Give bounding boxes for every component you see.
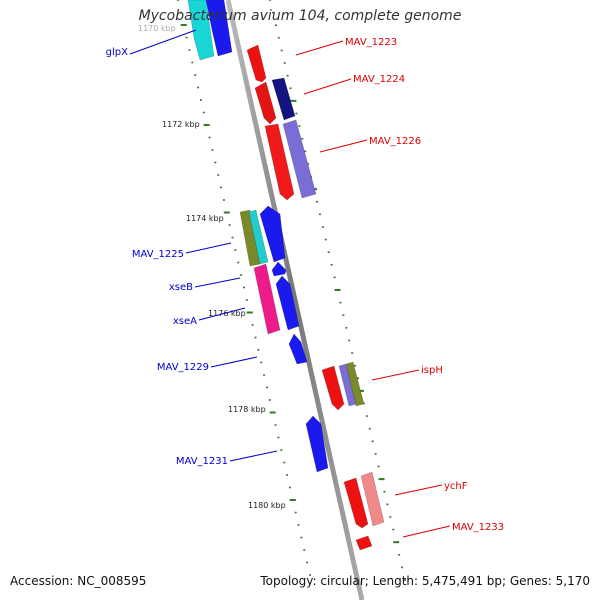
gene-label-mav1226[interactable]: MAV_1226	[369, 136, 421, 147]
gene-label-mav1229[interactable]: MAV_1229	[157, 362, 209, 373]
leader-line-mav1233	[402, 525, 451, 538]
tick-track-left	[177, 0, 311, 576]
leader-line-mav1229	[210, 356, 258, 368]
leader-line-mav1223	[295, 40, 344, 56]
leader-line-glpX	[129, 29, 197, 55]
gene-label-ychF[interactable]: ychF	[444, 481, 468, 492]
gene-feature-mav1233-red[interactable]	[355, 535, 373, 551]
gene-feature-mav1229-blue[interactable]	[288, 333, 308, 365]
gene-label-glpX[interactable]: glpX	[106, 47, 128, 58]
gene-label-xseA[interactable]: xseA	[173, 316, 197, 327]
ruler-label: 1178 kbp	[228, 405, 266, 414]
gene-feature-xseA-blue[interactable]	[275, 275, 300, 331]
gene-label-mav1223[interactable]: MAV_1223	[345, 37, 397, 48]
gene-labels: glpX MAV_1223 MAV_1224 MAV_1226 MAV_1225…	[106, 37, 504, 533]
leader-line-mav1226	[319, 139, 368, 153]
gene-feature-mav1224-red[interactable]	[254, 81, 277, 125]
gene-feature-ispH-olive[interactable]	[345, 361, 365, 407]
gene-label-mav1224[interactable]: MAV_1224	[353, 74, 405, 85]
accession-text: Accession: NC_008595	[10, 574, 147, 588]
gene-feature-mav1223[interactable]	[246, 44, 267, 83]
leader-line-ispH	[371, 369, 420, 381]
gene-label-mav1231[interactable]: MAV_1231	[176, 456, 228, 467]
gene-feature-ispH-red[interactable]	[321, 365, 345, 411]
ruler-label: 1176 kbp	[208, 309, 246, 318]
ruler-label: 1170 kbp	[138, 24, 176, 33]
gene-label-mav1225[interactable]: MAV_1225	[132, 249, 184, 260]
gene-feature-glpX-cyan[interactable]	[187, 0, 215, 61]
map-title: Mycobacterium avium 104, complete genome	[138, 8, 462, 24]
gene-feature-mav1226-red[interactable]	[264, 123, 295, 201]
gene-label-mav1233[interactable]: MAV_1233	[452, 522, 504, 533]
ruler-label: 1180 kbp	[248, 501, 286, 510]
gene-feature-xseB-pink[interactable]	[253, 263, 281, 335]
genome-backbone	[225, 0, 365, 600]
ruler-label: 1174 kbp	[186, 214, 224, 223]
leader-line-xseB	[194, 277, 241, 288]
leader-line-mav1231	[229, 450, 278, 462]
ruler-label: 1172 kbp	[162, 120, 200, 129]
gene-label-ispH[interactable]: ispH	[421, 365, 443, 376]
leader-line-mav1224	[303, 78, 352, 95]
gene-feature-mav1225-blue[interactable]	[259, 205, 286, 263]
gene-feature-mav1226-purple[interactable]	[282, 119, 317, 199]
topology-summary: Topology: circular; Length: 5,475,491 bp…	[260, 574, 590, 588]
gene-feature-ychF-pink[interactable]	[360, 471, 385, 527]
gene-feature-mav1231-blue[interactable]	[305, 415, 329, 473]
leader-line-ychF	[394, 484, 443, 496]
gene-feature-glpX-blue[interactable]	[205, 0, 233, 57]
gene-feature-ychF-red[interactable]	[343, 477, 369, 529]
gene-label-xseB[interactable]: xseB	[169, 282, 193, 293]
leader-line-mav1225	[185, 242, 232, 254]
gene-feature-mav1225-cyan[interactable]	[248, 209, 269, 265]
ruler-labels: 1170 kbp 1172 kbp 1174 kbp 1176 kbp 1178…	[138, 24, 286, 510]
gene-feature-mav1224-navy[interactable]	[271, 77, 296, 121]
leader-line-xseA	[198, 307, 246, 321]
feature-track	[187, 0, 385, 551]
label-leader-lines	[129, 29, 451, 538]
gene-feature-xseB-blue[interactable]	[271, 261, 287, 277]
